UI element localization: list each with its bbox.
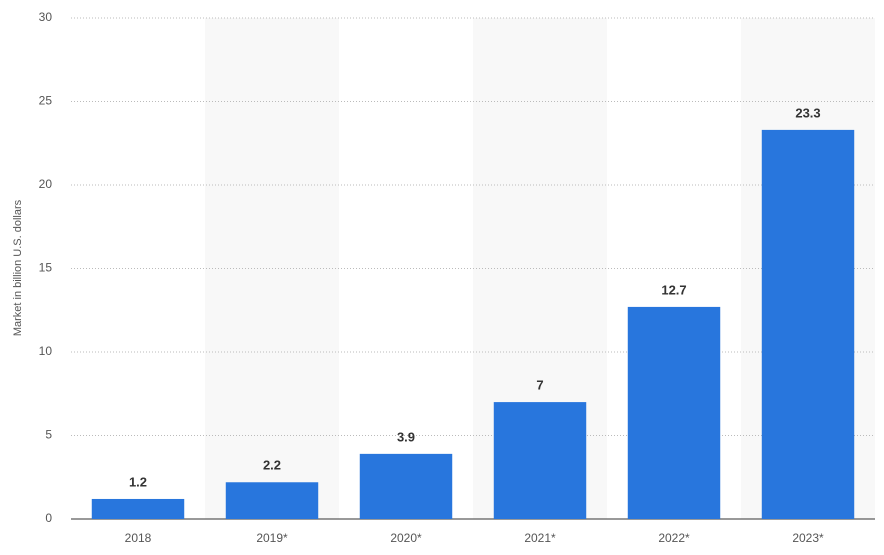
y-tick-label: 30	[39, 10, 53, 24]
y-tick-label: 20	[39, 177, 53, 191]
bar	[91, 498, 185, 519]
x-tick-label: 2023*	[792, 531, 824, 545]
y-tick-label: 10	[39, 344, 53, 358]
value-label: 7	[536, 378, 543, 393]
bar	[627, 306, 721, 519]
value-label: 23.3	[795, 105, 820, 120]
y-tick-label: 0	[45, 511, 52, 525]
value-label: 2.2	[263, 458, 281, 473]
x-tick-label: 2019*	[256, 531, 288, 545]
value-label: 3.9	[397, 429, 415, 444]
y-tick-label: 5	[45, 428, 52, 442]
x-tick-label: 2021*	[524, 531, 556, 545]
x-tick-label: 2022*	[658, 531, 690, 545]
bar	[225, 482, 319, 519]
y-tick-label: 25	[39, 94, 53, 108]
bar	[359, 453, 453, 519]
value-label: 1.2	[129, 474, 147, 489]
x-tick-label: 2018	[125, 531, 152, 545]
y-axis-label: Market in billion U.S. dollars	[12, 199, 24, 336]
bar	[761, 129, 855, 519]
y-tick-label: 15	[39, 261, 53, 275]
bar	[493, 402, 587, 519]
x-tick-label: 2020*	[390, 531, 422, 545]
value-label: 12.7	[661, 282, 686, 297]
